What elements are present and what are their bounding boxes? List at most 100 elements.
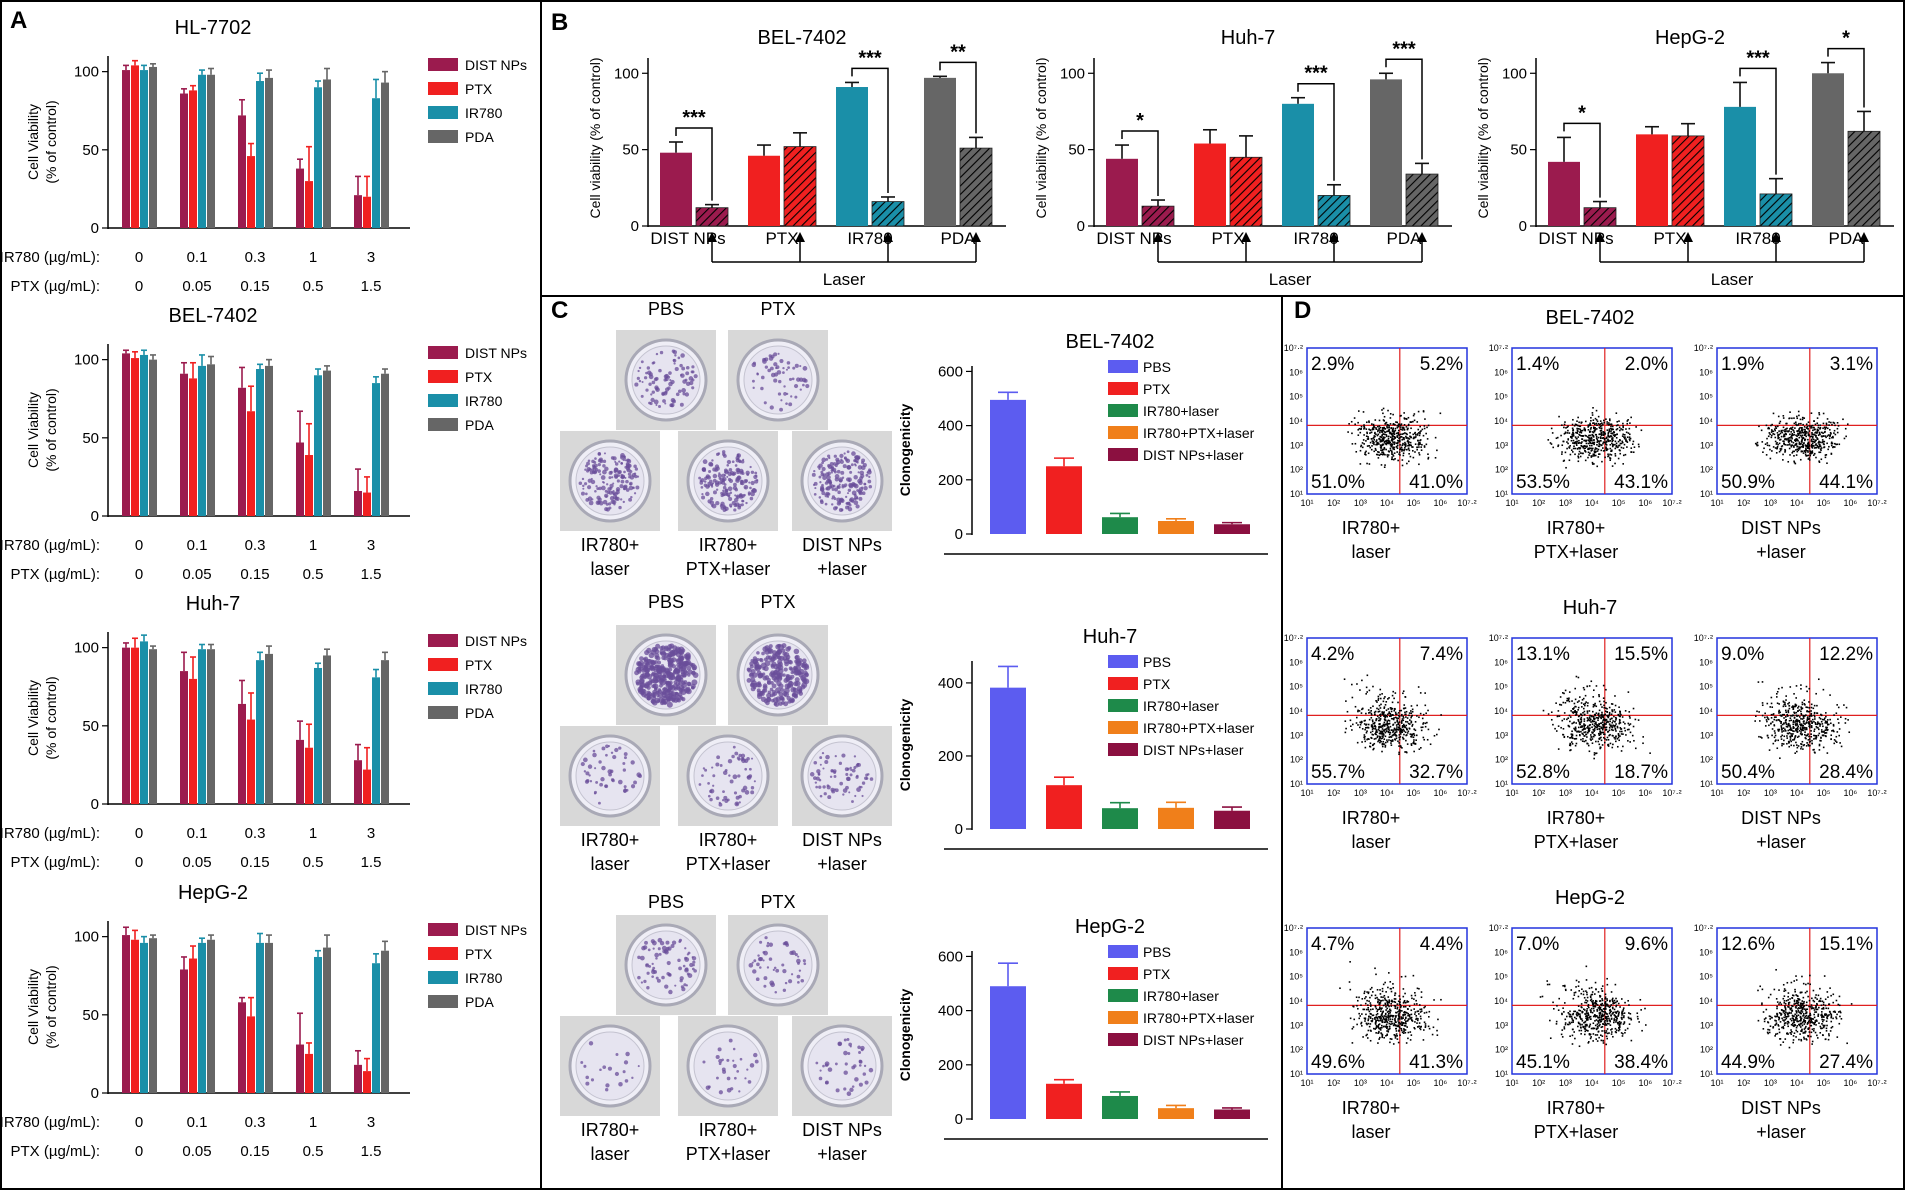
dose-value: 0.3 xyxy=(245,825,266,842)
facs-event xyxy=(1561,1034,1563,1036)
facs-event xyxy=(1599,1016,1601,1018)
facs-event xyxy=(1812,749,1814,751)
facs-event xyxy=(1384,442,1386,444)
facs-event xyxy=(1786,743,1788,745)
facs-event xyxy=(1386,722,1388,724)
facs-event xyxy=(1359,689,1361,691)
facs-event xyxy=(1802,704,1804,706)
facs-event xyxy=(1588,719,1590,721)
facs-event xyxy=(1798,411,1800,413)
facs-event xyxy=(1396,1003,1398,1005)
facs-event xyxy=(1602,724,1604,726)
facs-event xyxy=(1635,719,1637,721)
facs-event xyxy=(1770,723,1772,725)
facs-event xyxy=(1790,733,1792,735)
facs-event xyxy=(1795,421,1797,423)
facs-event xyxy=(1608,735,1610,737)
quadrant-upper-right: 15.5% xyxy=(1614,644,1668,665)
facs-x-tick: 10⁴ xyxy=(1585,788,1599,798)
facs-event xyxy=(1845,428,1847,430)
facs-event xyxy=(1370,742,1372,744)
facs-event xyxy=(1388,713,1390,715)
facs-event xyxy=(1789,708,1791,710)
facs-event xyxy=(1838,707,1840,709)
facs-event xyxy=(1415,721,1417,723)
facs-event xyxy=(1410,736,1412,738)
facs-event xyxy=(1581,442,1583,444)
facs-event xyxy=(1585,1028,1587,1030)
y-tick-label: 200 xyxy=(938,1057,963,1074)
facs-event xyxy=(1771,706,1773,708)
facs-event xyxy=(1613,1022,1615,1024)
facs-event xyxy=(1607,1028,1609,1030)
facs-event xyxy=(1599,996,1601,998)
bar-pda xyxy=(323,371,331,516)
facs-event xyxy=(1571,434,1573,436)
facs-event xyxy=(1388,1002,1390,1004)
facs-event xyxy=(1567,736,1569,738)
facs-event xyxy=(1803,417,1805,419)
facs-event xyxy=(1375,1032,1377,1034)
facs-event xyxy=(1418,716,1420,718)
facs-event xyxy=(1823,447,1825,449)
facs-event xyxy=(1581,706,1583,708)
facs-event xyxy=(1594,449,1596,451)
facs-event xyxy=(1601,712,1603,714)
dose-value: 0 xyxy=(135,854,143,871)
facs-event xyxy=(1395,1007,1397,1009)
facs-event xyxy=(1412,450,1414,452)
facs-event xyxy=(1399,998,1401,1000)
facs-y-tick: 10⁵ xyxy=(1289,392,1303,402)
facs-event xyxy=(1436,734,1438,736)
facs-event xyxy=(1805,722,1807,724)
facs-event xyxy=(1397,723,1399,725)
facs-event xyxy=(1561,451,1563,453)
facs-event xyxy=(1780,736,1782,738)
bar-ir780-ptx-laser xyxy=(1158,1108,1194,1119)
facs-event xyxy=(1839,742,1841,744)
facs-event xyxy=(1592,732,1594,734)
facs-event xyxy=(1420,1016,1422,1018)
facs-event xyxy=(1803,438,1805,440)
dose-row-label: IR780 (µg/mL): xyxy=(0,825,100,842)
facs-event xyxy=(1807,718,1809,720)
facs-event xyxy=(1620,722,1622,724)
facs-event xyxy=(1410,1039,1412,1041)
facs-event xyxy=(1784,702,1786,704)
facs-event xyxy=(1392,414,1394,416)
facs-event xyxy=(1419,435,1421,437)
facs-event xyxy=(1400,426,1402,428)
chart-title: HepG-2 xyxy=(1655,27,1725,49)
facs-event xyxy=(1392,695,1394,697)
facs-event xyxy=(1569,459,1571,461)
facs-event xyxy=(1779,451,1781,453)
facs-event xyxy=(1601,1009,1603,1011)
facs-event xyxy=(1610,432,1612,434)
facs-event xyxy=(1593,1016,1595,1018)
facs-event xyxy=(1759,720,1761,722)
facs-event xyxy=(1789,705,1791,707)
facs-event xyxy=(1600,1017,1602,1019)
bar-ptx xyxy=(305,1054,313,1093)
facs-event xyxy=(1584,705,1586,707)
facs-event xyxy=(1847,719,1849,721)
facs-event xyxy=(1571,440,1573,442)
facs-event xyxy=(1806,711,1808,713)
facs-event xyxy=(1582,1020,1584,1022)
facs-event xyxy=(1395,430,1397,432)
facs-y-tick: 10⁶ xyxy=(1699,657,1713,667)
y-tick-label: 0 xyxy=(91,1085,99,1102)
facs-event xyxy=(1379,454,1381,456)
facs-event xyxy=(1582,734,1584,736)
facs-event xyxy=(1610,448,1612,450)
facs-event xyxy=(1590,721,1592,723)
facs-event xyxy=(1608,1032,1610,1034)
facs-event xyxy=(1605,689,1607,691)
facs-event xyxy=(1379,425,1381,427)
legend-swatch-pda xyxy=(428,418,458,431)
facs-event xyxy=(1370,988,1372,990)
facs-event xyxy=(1614,721,1616,723)
facs-event xyxy=(1818,451,1820,453)
facs-event xyxy=(1758,426,1760,428)
facs-event xyxy=(1421,444,1423,446)
